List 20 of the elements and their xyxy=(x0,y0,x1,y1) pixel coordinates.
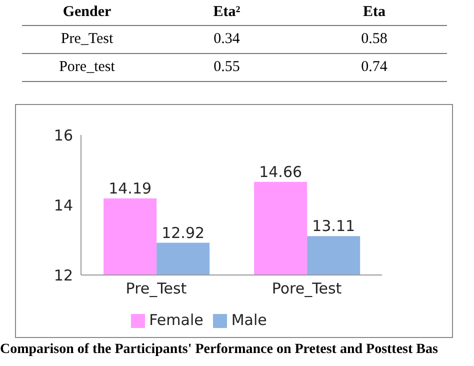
legend-label: Female xyxy=(149,311,204,329)
x-tick-label: Eta xyxy=(362,3,387,22)
data-label: 0.58 xyxy=(360,30,388,49)
y-tick-label: Pore_test xyxy=(58,58,116,77)
data-label: 12.92 xyxy=(162,224,205,242)
x-tick-label: Eta² xyxy=(212,3,242,22)
data-label: 14.19 xyxy=(108,179,152,198)
y-tick-label: 12 xyxy=(54,266,73,284)
y-tick-label: 16 xyxy=(54,126,73,144)
x-tick-label: Pore_Test xyxy=(272,280,342,298)
legend-label: Male xyxy=(231,311,267,329)
data-label: 0.74 xyxy=(360,58,388,77)
data-label: 14.66 xyxy=(259,162,302,181)
data-label: 0.55 xyxy=(212,58,241,77)
y-axis-title: Gender xyxy=(62,3,112,22)
y-tick-label: Pre_Test xyxy=(60,30,114,49)
text: Comparison of the Participants' Performance on Pretest and Posttest Bas xyxy=(0,342,438,358)
data-label: 0.34 xyxy=(212,30,241,49)
y-tick-label: 14 xyxy=(54,196,73,214)
data-label: 13.11 xyxy=(312,217,356,236)
